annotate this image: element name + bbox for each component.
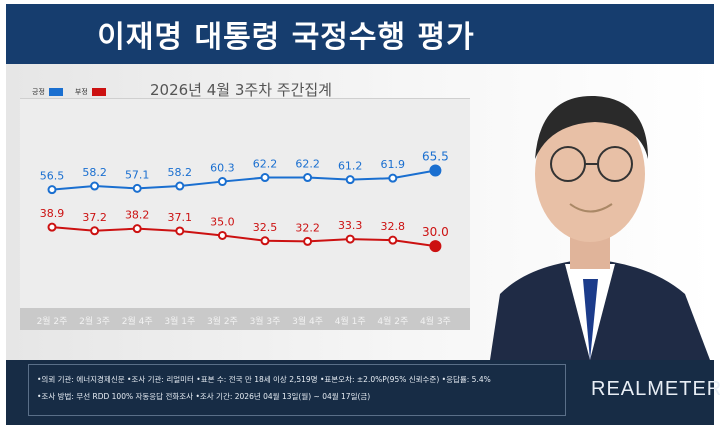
data-point — [260, 173, 270, 183]
x-tick-label: 3월 3주 — [250, 315, 281, 327]
page-title: 이재명 대통령 국정수행 평가 — [97, 20, 475, 55]
data-point — [345, 234, 355, 244]
data-point — [132, 183, 142, 193]
data-label: 62.2 — [295, 158, 320, 171]
legend-swatch-negative — [91, 88, 106, 96]
realmeter-logo: REALMETER — [591, 378, 720, 400]
data-label: 61.9 — [381, 158, 406, 171]
survey-note-line-1: •의뢰 기관: 에너지경제신문 •조사 기관: 리얼미터 •표본 수: 전국 만… — [37, 375, 491, 384]
x-tick-label: 3월 2주 — [207, 315, 238, 327]
legend-label-positive: 긍정 — [32, 88, 45, 96]
data-point — [303, 236, 313, 246]
survey-notes: •의뢰 기관: 에너지경제신문 •조사 기관: 리얼미터 •표본 수: 전국 만… — [28, 364, 566, 416]
data-label: 65.5 — [422, 149, 449, 163]
data-label: 30.0 — [422, 225, 449, 239]
data-point — [47, 185, 57, 195]
data-label: 58.2 — [168, 166, 193, 179]
survey-note-line-2: •조사 방법: 무선 RDD 100% 자동응답 전화조사 •조사 기간: 20… — [37, 392, 371, 401]
data-label: 57.1 — [125, 168, 150, 181]
data-point — [47, 222, 57, 232]
president-photo — [470, 64, 714, 360]
data-label: 32.8 — [381, 220, 406, 233]
data-label: 37.2 — [82, 211, 107, 224]
data-point — [175, 226, 185, 236]
data-point — [388, 235, 398, 245]
data-label: 35.0 — [210, 215, 235, 228]
data-label: 62.2 — [253, 158, 278, 171]
x-tick-label: 4월 2주 — [377, 315, 408, 327]
data-point — [429, 240, 442, 253]
series-line-negative — [51, 226, 436, 248]
portrait-image — [490, 95, 710, 360]
x-tick-label: 4월 1주 — [335, 315, 366, 327]
data-label: 32.5 — [253, 221, 278, 234]
data-point — [217, 177, 227, 187]
data-point — [303, 173, 313, 183]
x-tick-label: 3월 4주 — [292, 315, 323, 327]
chart-title: 2026년 4월 3주차 주간집계 — [150, 81, 332, 99]
data-point — [90, 226, 100, 236]
x-tick-label: 2월 3주 — [79, 315, 110, 327]
data-point — [90, 181, 100, 191]
data-label: 60.3 — [210, 162, 235, 175]
data-label: 38.2 — [125, 209, 150, 222]
legend-swatch-positive — [48, 88, 63, 96]
x-tick-label: 4월 3주 — [420, 315, 451, 327]
plot-area — [20, 98, 470, 309]
data-point — [388, 173, 398, 183]
x-tick-label: 2월 2주 — [37, 315, 68, 327]
title-banner: 이재명 대통령 국정수행 평가 — [6, 4, 714, 64]
legend: 긍정 부정 — [32, 87, 106, 97]
data-label: 33.3 — [338, 219, 363, 232]
data-point — [175, 181, 185, 191]
data-label: 38.9 — [40, 207, 65, 220]
data-point — [132, 224, 142, 234]
data-point — [217, 230, 227, 240]
data-label: 56.5 — [40, 170, 65, 183]
data-point — [345, 175, 355, 185]
data-label: 37.1 — [168, 211, 193, 224]
x-tick-label: 3월 1주 — [164, 315, 195, 327]
data-label: 32.2 — [295, 221, 320, 234]
data-label: 58.2 — [82, 166, 107, 179]
x-axis-strip — [20, 308, 470, 330]
series-line-positive — [51, 169, 436, 191]
data-point — [260, 236, 270, 246]
x-tick-label: 2월 4주 — [122, 315, 153, 327]
data-label: 61.2 — [338, 160, 363, 173]
footer: •의뢰 기관: 에너지경제신문 •조사 기관: 리얼미터 •표본 수: 전국 만… — [6, 360, 720, 425]
legend-label-negative: 부정 — [74, 88, 88, 96]
data-point — [429, 164, 442, 177]
